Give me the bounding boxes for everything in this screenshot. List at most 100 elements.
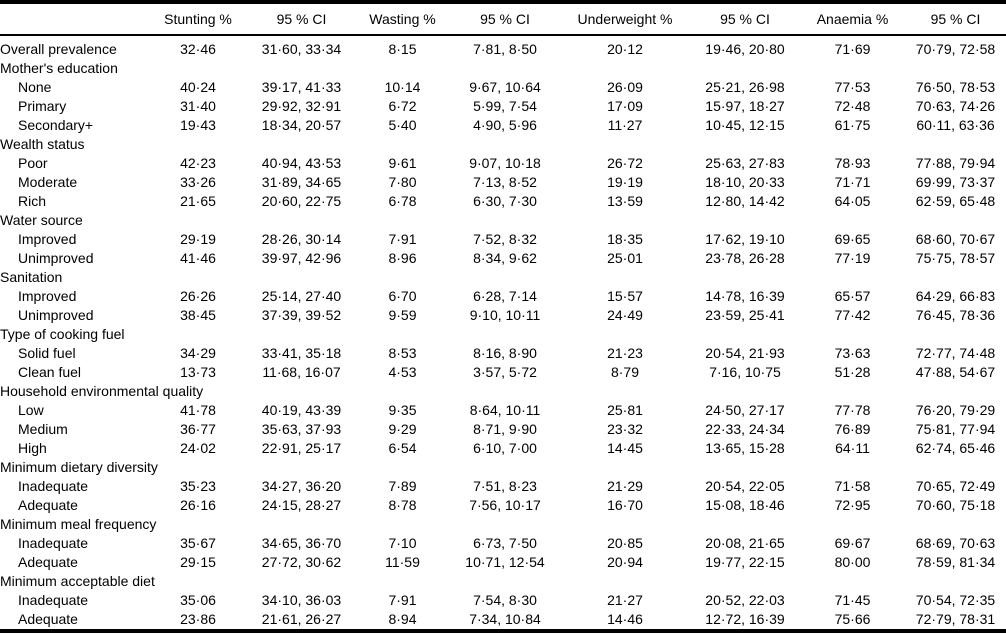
value-cell: 71·45 [834,592,871,608]
row-label: Inadequate [18,592,89,608]
category-row: Minimum acceptable diet [0,572,1006,591]
table-row: Poor 42·23 40·94, 43·53 9·61 9·07, 10·18 26·7… [0,154,1006,173]
value-cell: 20·52, 22·03 [705,592,785,608]
row-label: Moderate [18,174,78,190]
table-row: Improved 29·19 28·26, 30·14 7·91 7·52, 8·32 1… [0,230,1006,249]
row-label: Improved [18,288,77,304]
value-cell: 14·45 [607,440,643,456]
value-cell: 10·14 [384,79,421,95]
table-row: Rich 21·65 20·60, 22·75 6·78 6·30, 7·30 13·59… [0,192,1006,211]
value-cell: 19·46, 20·80 [705,41,785,57]
value-cell: 15·57 [607,288,643,304]
row-label: Inadequate [18,535,89,551]
table-row: Inadequate 35·06 34·10, 36·03 7·91 7·54, 8·3… [0,591,1006,610]
row-label: Household environmental quality [0,383,204,399]
value-cell: 4·90, 5·96 [473,117,537,133]
value-cell: 7·81, 8·50 [473,41,537,57]
value-cell: 35·23 [180,478,216,494]
value-cell: 65·57 [834,288,871,304]
table-row: Unimproved 38·45 37·39, 39·52 9·59 9·10, 10·… [0,306,1006,325]
value-cell: 8·64, 10·11 [469,402,541,418]
row-label: Minimum dietary diversity [0,459,158,475]
row-label: Overall prevalence [0,41,117,57]
row-label: Unimproved [18,250,94,266]
value-cell: 34·10, 36·03 [261,592,342,608]
value-cell: 9·35 [388,402,417,418]
value-cell: 70·63, 74·26 [915,98,996,114]
value-cell: 29·92, 32·91 [261,98,342,114]
row-label: Solid fuel [18,345,76,361]
row-label: Primary [18,98,67,114]
value-cell: 76·20, 79·29 [915,402,996,418]
value-cell: 8·16, 8·90 [473,345,537,361]
value-cell: 14·46 [607,611,643,627]
value-cell: 8·96 [388,250,417,266]
value-cell: 7·34, 10·84 [469,611,541,627]
value-cell: 21·65 [180,193,216,209]
value-cell: 80·00 [834,554,871,570]
value-cell: 15·08, 18·46 [705,497,785,513]
value-cell: 35·06 [180,592,216,608]
value-cell: 7·10 [388,535,417,551]
table-row: Overall prevalence 32·46 31·60, 33·34 8·15 7… [0,35,1006,59]
value-cell: 6·78 [388,193,417,209]
value-cell: 24·02 [180,440,216,456]
value-cell: 13·65, 15·28 [705,440,785,456]
value-cell: 70·79, 72·58 [915,41,996,57]
value-cell: 39·97, 42·96 [261,250,342,266]
table-row: Adequate 26·16 24·15, 28·27 8·78 7·56, 10·17… [0,496,1006,515]
value-cell: 37·39, 39·52 [261,307,342,323]
value-cell: 64·05 [834,193,871,209]
value-cell: 10·45, 12·15 [705,117,785,133]
value-cell: 3·57, 5·72 [473,364,537,380]
value-cell: 72·79, 78·31 [915,611,996,627]
value-cell: 22·91, 25·17 [261,440,342,456]
table-row: Improved 26·26 25·14, 27·40 6·70 6·28, 7·14 1… [0,287,1006,306]
value-cell: 8·34, 9·62 [473,250,537,266]
value-cell: 25·01 [607,250,643,266]
value-cell: 26·09 [607,79,643,95]
value-cell: 25·21, 26·98 [705,79,785,95]
table-row: Adequate 23·86 21·61, 26·27 8·94 7·34, 10·84… [0,610,1006,631]
value-cell: 78·93 [834,155,871,171]
value-cell: 8·15 [388,41,417,57]
value-cell: 72·77, 74·48 [915,345,996,361]
value-cell: 12·80, 14·42 [705,193,785,209]
value-cell: 38·45 [180,307,216,323]
value-cell: 25·63, 27·83 [705,155,785,171]
table-row: Unimproved 41·46 39·97, 42·96 8·96 8·34, 9·6… [0,249,1006,268]
value-cell: 19·19 [607,174,643,190]
value-cell: 9·10, 10·11 [469,307,541,323]
table-header-row: Stunting % 95 % CI Wasting % 95 % CI Underwe… [0,2,1006,36]
row-label: Adequate [18,554,78,570]
row-label: Adequate [18,497,78,513]
value-cell: 61·75 [834,117,871,133]
value-cell: 41·78 [180,402,216,418]
value-cell: 69·99, 73·37 [915,174,996,190]
value-cell: 24·50, 27·17 [705,402,785,418]
row-label: Poor [18,155,48,171]
value-cell: 42·23 [180,155,216,171]
row-label: Minimum acceptable diet [0,573,155,589]
value-cell: 7·91 [388,592,417,608]
value-cell: 76·50, 78·53 [915,79,996,95]
value-cell: 10·71, 12·54 [465,554,545,570]
value-cell: 77·19 [834,250,871,266]
value-cell: 8·79 [610,364,640,380]
value-cell: 14·78, 16·39 [705,288,785,304]
value-cell: 31·40 [180,98,216,114]
value-cell: 9·07, 10·18 [469,155,541,171]
value-cell: 7·80 [388,174,417,190]
category-row: Water source [0,211,1006,230]
value-cell: 78·59, 81·34 [915,554,996,570]
value-cell: 23·32 [607,421,643,437]
value-cell: 26·26 [180,288,216,304]
value-cell: 40·94, 43·53 [261,155,342,171]
value-cell: 28·26, 30·14 [261,231,342,247]
value-cell: 31·89, 34·65 [261,174,342,190]
value-cell: 21·29 [607,478,643,494]
value-cell: 22·33, 24·34 [705,421,785,437]
row-label: Unimproved [18,307,94,323]
value-cell: 40·24 [180,79,216,95]
